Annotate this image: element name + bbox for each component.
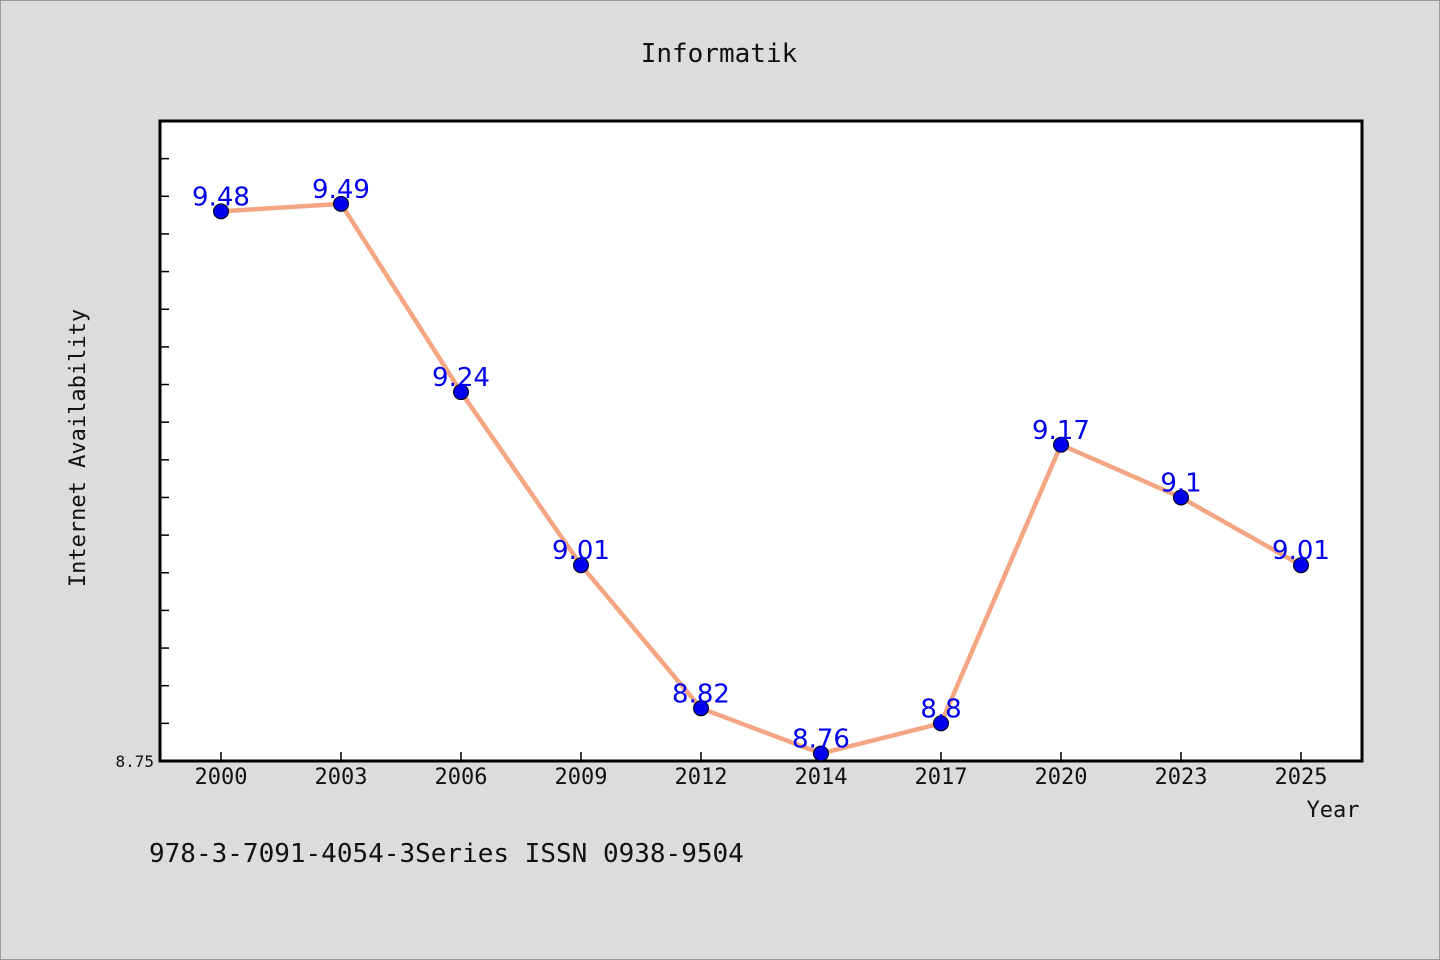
data-point <box>213 203 229 220</box>
data-label: 9.49 <box>312 175 370 205</box>
data-label: 9.01 <box>1272 536 1330 566</box>
data-label: 8.76 <box>792 724 850 754</box>
x-tick-label: 2006 <box>435 765 488 790</box>
x-tick-label: 2009 <box>555 765 608 790</box>
data-label: 8.82 <box>672 679 730 709</box>
data-label: 8.8 <box>920 694 961 724</box>
footer-isbn-issn: 978-3-7091-4054-3Series ISSN 0938-9504 <box>149 839 744 869</box>
y-axis-label: Internet Availability <box>66 309 91 587</box>
series-internet-availability: 9.48 9.49 9.24 9.01 8.82 8.76 8.8 9.17 9.1 9.01 <box>192 175 1330 762</box>
data-label: 9.48 <box>192 182 250 212</box>
data-point <box>333 195 349 212</box>
data-point <box>933 715 949 732</box>
chart-title: Informatik <box>641 39 798 69</box>
x-tick-label: 2012 <box>675 765 728 790</box>
x-tick-label: 2023 <box>1155 765 1208 790</box>
data-point <box>453 384 469 401</box>
data-label: 9.24 <box>432 363 490 393</box>
y-tick-label: 8.75 <box>115 752 154 771</box>
data-label: 9.1 <box>1160 468 1201 498</box>
data-point <box>813 745 829 762</box>
x-tick-label: 2003 <box>315 765 368 790</box>
data-point <box>1293 557 1309 574</box>
data-point <box>693 700 709 717</box>
x-axis-label: Year <box>1307 798 1360 823</box>
x-tick-label: 2017 <box>915 765 968 790</box>
y-axis-ticks <box>160 120 169 762</box>
data-point <box>1053 436 1069 453</box>
data-label: 9.17 <box>1032 416 1090 446</box>
plot-area <box>158 119 1364 763</box>
data-point <box>573 557 589 574</box>
x-tick-labels: 2000 2003 2006 2009 2012 2014 2017 2020 2023 2025 <box>195 765 1328 790</box>
x-tick-label: 2025 <box>1275 765 1328 790</box>
data-point <box>1173 489 1189 506</box>
series-line <box>220 201 1303 756</box>
data-label: 9.01 <box>552 536 610 566</box>
x-tick-label: 2020 <box>1035 765 1088 790</box>
x-tick-label: 2000 <box>195 765 248 790</box>
x-tick-label: 2014 <box>795 765 848 790</box>
